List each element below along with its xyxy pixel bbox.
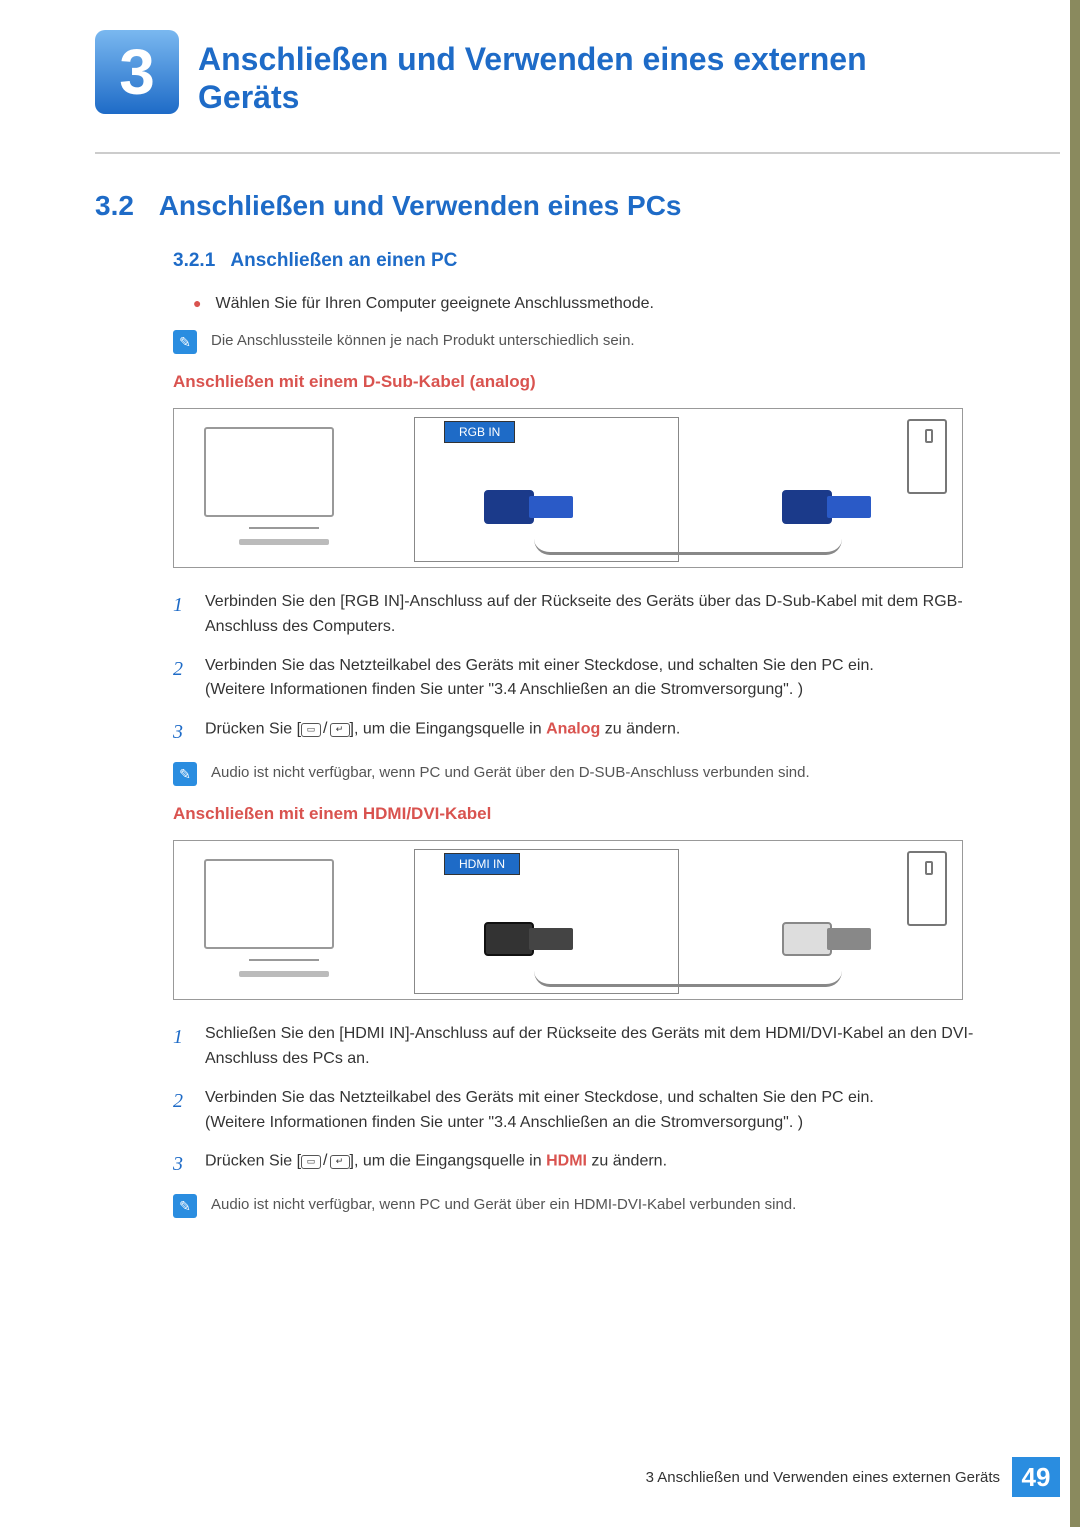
step-number: 1	[173, 590, 191, 640]
subsection-number: 3.2.1	[173, 250, 215, 271]
hdmi-connector-left-icon	[484, 922, 574, 977]
dsub-note: ✎ Audio ist nicht verfügbar, wenn PC und…	[173, 762, 985, 786]
subsection-title-text: Anschließen an einen PC	[230, 250, 457, 271]
step-text: Verbinden Sie das Netzteilkabel des Gerä…	[205, 1086, 985, 1136]
step-number: 3	[173, 1149, 191, 1180]
step-text: Schließen Sie den [HDMI IN]-Anschluss au…	[205, 1022, 985, 1072]
pc-tower-icon	[907, 419, 947, 494]
intro-bullet-text: Wählen Sie für Ihren Computer geeignete …	[215, 292, 653, 316]
page-number: 49	[1012, 1457, 1060, 1497]
monitor-icon	[204, 859, 364, 989]
section-number: 3.2	[95, 190, 134, 221]
note-icon: ✎	[173, 762, 197, 786]
dsub-heading: Anschließen mit einem D-Sub-Kabel (analo…	[173, 372, 985, 392]
intro-bullet: ● Wählen Sie für Ihren Computer geeignet…	[193, 292, 985, 316]
chapter-title: Anschließen und Verwenden eines externen…	[198, 40, 928, 117]
hdmi-port-label: HDMI IN	[444, 853, 520, 875]
hdmi-heading: Anschließen mit einem HDMI/DVI-Kabel	[173, 804, 985, 824]
dsub-note-text: Audio ist nicht verfügbar, wenn PC und G…	[211, 762, 810, 785]
step-number: 3	[173, 717, 191, 748]
step-text: Drücken Sie [▭/↵], um die Eingangsquelle…	[205, 1149, 985, 1180]
hdmi-note-text: Audio ist nicht verfügbar, wenn PC und G…	[211, 1194, 796, 1217]
step-number: 2	[173, 1086, 191, 1136]
keyword-analog: Analog	[546, 721, 600, 738]
dsub-diagram: RGB IN	[173, 408, 963, 568]
step-text: Drücken Sie [▭/↵], um die Eingangsquelle…	[205, 717, 985, 748]
dvi-connector-right-icon	[782, 922, 872, 977]
hdmi-step-2: 2 Verbinden Sie das Netzteilkabel des Ge…	[173, 1086, 985, 1136]
dsub-connector-left-icon	[484, 490, 574, 545]
pc-tower-icon	[907, 851, 947, 926]
subsection-title: 3.2.1 Anschließen an einen PC	[173, 250, 985, 272]
step-number: 1	[173, 1022, 191, 1072]
bullet-dot-icon: ●	[193, 292, 201, 316]
section-title-text: Anschließen und Verwenden eines PCs	[159, 190, 682, 221]
note-icon: ✎	[173, 330, 197, 354]
dsub-step-1: 1 Verbinden Sie den [RGB IN]-Anschluss a…	[173, 590, 985, 640]
page-footer: 3 Anschließen und Verwenden eines extern…	[0, 1457, 1060, 1497]
footer-text: 3 Anschließen und Verwenden eines extern…	[646, 1469, 1000, 1486]
step-text: Verbinden Sie den [RGB IN]-Anschluss auf…	[205, 590, 985, 640]
hdmi-note: ✎ Audio ist nicht verfügbar, wenn PC und…	[173, 1194, 985, 1218]
dsub-connector-right-icon	[782, 490, 872, 545]
dsub-step-2: 2 Verbinden Sie das Netzteilkabel des Ge…	[173, 654, 985, 704]
note-icon: ✎	[173, 1194, 197, 1218]
dsub-step-3: 3 Drücken Sie [▭/↵], um die Eingangsquel…	[173, 717, 985, 748]
keyword-hdmi: HDMI	[546, 1153, 587, 1170]
hdmi-diagram: HDMI IN	[173, 840, 963, 1000]
side-stripe	[1070, 0, 1080, 1527]
chapter-number-badge: 3	[95, 30, 179, 114]
section-title: 3.2 Anschließen und Verwenden eines PCs	[95, 190, 985, 222]
source-button-icon: ▭/↵	[301, 717, 349, 742]
header-divider	[95, 152, 1060, 154]
step-text: Verbinden Sie das Netzteilkabel des Gerä…	[205, 654, 985, 704]
hdmi-step-3: 3 Drücken Sie [▭/↵], um die Eingangsquel…	[173, 1149, 985, 1180]
intro-note: ✎ Die Anschlussteile können je nach Prod…	[173, 330, 985, 354]
intro-note-text: Die Anschlussteile können je nach Produk…	[211, 330, 635, 353]
hdmi-step-1: 1 Schließen Sie den [HDMI IN]-Anschluss …	[173, 1022, 985, 1072]
step-number: 2	[173, 654, 191, 704]
source-button-icon: ▭/↵	[301, 1149, 349, 1174]
dsub-port-label: RGB IN	[444, 421, 515, 443]
monitor-icon	[204, 427, 364, 557]
